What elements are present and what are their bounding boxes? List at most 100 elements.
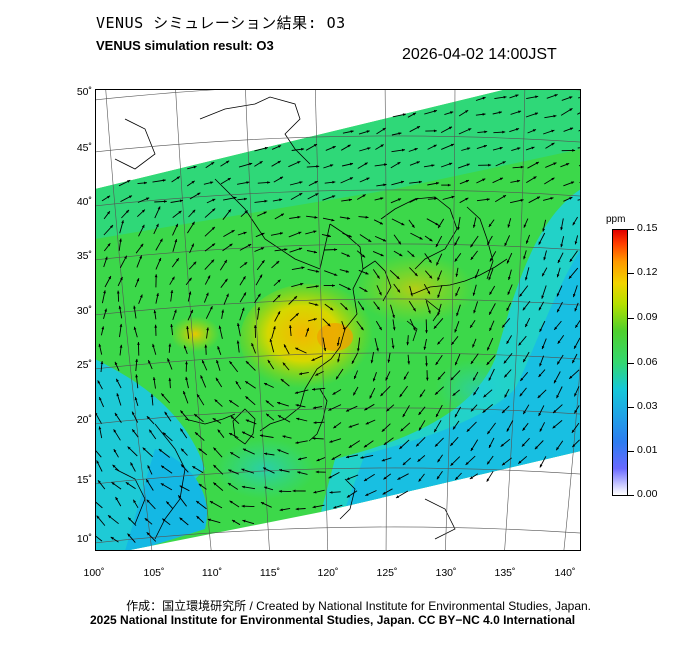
wind-arrow-head	[301, 147, 305, 151]
wind-arrow-head	[502, 195, 506, 198]
wind-arrow-head	[133, 326, 137, 330]
wind-arrow-head	[470, 324, 473, 328]
wind-arrow-head	[431, 164, 435, 167]
wind-arrow-head	[437, 294, 440, 298]
wind-arrow-head	[566, 163, 570, 166]
wind-arrow-head	[241, 504, 245, 508]
wind-arrow-head	[334, 248, 338, 251]
wind-arrow-head	[381, 458, 385, 462]
wind-arrow-head	[162, 179, 166, 182]
wind-arrow-head	[382, 238, 387, 242]
lat-label-15: 15˚	[76, 474, 92, 486]
wind-arrow-head	[569, 375, 573, 379]
wind-arrow-head	[211, 226, 215, 230]
wind-arrow-head	[313, 230, 317, 234]
wind-arrow-head	[312, 406, 316, 409]
wind-arrow-head	[518, 460, 522, 464]
wind-arrow-head	[415, 198, 419, 201]
colorbar-label-0.15: 0.15	[637, 222, 658, 234]
wind-arrow-head	[298, 231, 302, 235]
wind-arrow-head	[361, 307, 364, 311]
wind-arrow-head	[156, 293, 159, 297]
wind-arrow-head	[499, 177, 503, 181]
wind-arrow-head	[112, 464, 116, 468]
wind-arrow-head	[193, 261, 197, 265]
wind-arrow-head	[435, 391, 439, 395]
wind-arrow-head	[253, 325, 257, 328]
wind-arrow-head	[279, 508, 283, 512]
wind-arrow-head	[397, 289, 400, 293]
lon-label-105: 105˚	[143, 567, 165, 579]
wind-arrow-head	[176, 258, 179, 262]
wind-arrow-head	[538, 412, 542, 416]
wind-arrow-head	[167, 358, 170, 362]
wind-arrow-head	[161, 465, 165, 469]
lon-label-130: 130˚	[435, 567, 457, 579]
wind-arrow-head	[162, 518, 166, 522]
wind-arrow-head	[312, 387, 316, 391]
wind-arrow-head	[473, 392, 477, 396]
wind-arrow-head	[508, 276, 511, 280]
wind-arrow-head	[433, 129, 437, 133]
wind-arrow-head	[196, 516, 200, 519]
wind-arrow-shaft	[95, 500, 103, 509]
wind-arrow-head	[538, 374, 542, 377]
wind-arrow-head	[574, 410, 578, 414]
wind-arrow-head	[470, 360, 474, 364]
wind-arrow-head	[279, 198, 283, 202]
wind-arrow-head	[376, 275, 380, 279]
wind-arrow-head	[483, 394, 487, 398]
wind-arrow-head	[366, 177, 370, 181]
wind-arrow-head	[569, 96, 573, 99]
wind-arrow-head	[334, 273, 338, 276]
meridian-line	[245, 89, 270, 551]
wind-arrow-head	[152, 377, 156, 381]
wind-arrow-head	[378, 292, 382, 296]
wind-arrow-head	[519, 393, 523, 397]
wind-arrow-head	[229, 361, 233, 365]
wind-arrow-head	[360, 327, 364, 331]
wind-arrow-head	[133, 499, 136, 503]
wind-arrow-head	[365, 271, 369, 275]
wind-arrow-head	[472, 292, 476, 296]
wind-arrow-head	[178, 210, 182, 214]
wind-arrow-head	[350, 130, 354, 133]
wind-arrow-head	[554, 94, 558, 97]
wind-arrow-head	[228, 209, 231, 213]
wind-arrow-head	[183, 391, 186, 395]
wind-arrow-head	[315, 269, 320, 273]
wind-arrow-head	[413, 308, 416, 312]
lat-label-25: 25˚	[76, 359, 92, 371]
wind-arrow-head	[515, 128, 520, 131]
wind-arrow-head	[192, 209, 196, 213]
wind-arrow-head	[188, 291, 192, 295]
wind-arrow-head	[502, 161, 506, 164]
wind-arrow-head	[191, 180, 195, 184]
wind-arrow-head	[523, 256, 526, 260]
wind-arrow-head	[428, 310, 431, 314]
wind-arrow-head	[416, 443, 420, 447]
wind-arrow-head	[398, 132, 402, 135]
colorbar-label-0.00: 0.00	[637, 488, 658, 500]
wind-arrow-head	[560, 244, 564, 248]
wind-arrow-head	[228, 469, 232, 473]
wind-arrow-head	[380, 144, 384, 148]
lat-label-50: 50˚	[76, 86, 92, 98]
wind-arrow-head	[457, 227, 460, 231]
wind-arrow-head	[489, 258, 493, 262]
wind-arrow-head	[314, 181, 318, 184]
wind-arrow-head	[331, 218, 335, 222]
lon-label-135: 135˚	[494, 567, 516, 579]
wind-arrow-head	[364, 407, 368, 411]
colorbar-label-0.12: 0.12	[637, 266, 658, 278]
wind-arrow-head	[450, 377, 454, 381]
wind-arrow-head	[539, 328, 543, 332]
wind-arrow-head	[368, 239, 372, 242]
wind-arrow-head	[455, 476, 459, 480]
wind-arrow-head	[279, 232, 283, 235]
wind-arrow-head	[383, 183, 387, 187]
wind-arrow-head	[470, 256, 474, 260]
wind-arrow-head	[346, 477, 350, 480]
wind-arrow-head	[433, 325, 437, 329]
wind-arrow-head	[447, 183, 451, 187]
